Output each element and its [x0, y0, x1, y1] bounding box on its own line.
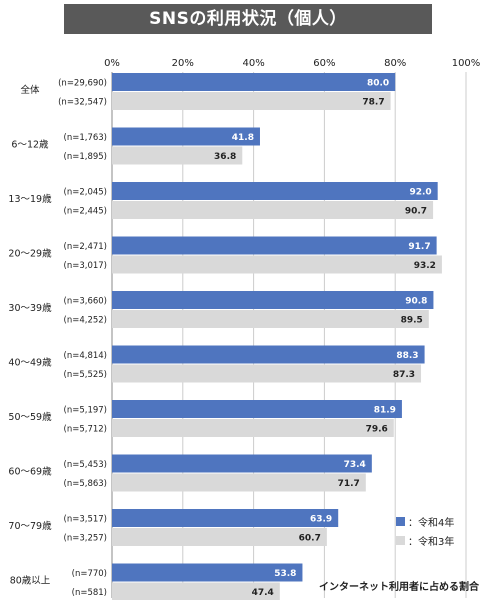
legend-item-r4: ：令和4年 [396, 512, 454, 531]
n-label: (n=581) [72, 588, 107, 598]
x-tick-label: 40% [242, 58, 264, 69]
bar [112, 454, 372, 473]
x-tick-label: 100% [452, 58, 481, 69]
n-label: (n=1,895) [64, 152, 107, 162]
chart-title: SNSの利用状況（個人） [149, 9, 347, 29]
bar [112, 127, 260, 146]
bar [112, 509, 339, 527]
value-label: 87.3 [393, 370, 415, 380]
x-tick-label: 80% [384, 58, 406, 69]
value-label: 78.7 [362, 98, 384, 108]
x-tick-label: 0% [104, 58, 120, 69]
value-label: 91.7 [408, 242, 430, 252]
bar [112, 92, 391, 110]
legend-swatch-r3 [396, 536, 405, 545]
value-label: 90.7 [405, 207, 427, 217]
legend: ：令和4年 ：令和3年 [396, 512, 454, 550]
bar [112, 291, 434, 309]
n-label: (n=770) [72, 569, 107, 579]
bar [112, 400, 402, 418]
value-label: 73.4 [344, 460, 366, 470]
legend-item-r3: ：令和3年 [396, 531, 454, 550]
bar [112, 146, 243, 165]
n-label: (n=3,660) [64, 297, 107, 307]
value-label: 81.9 [374, 406, 396, 416]
bar [112, 582, 280, 600]
category-label: 30～39歳 [8, 302, 52, 314]
n-label: (n=5,525) [64, 370, 107, 380]
bar [112, 255, 442, 274]
category-label: 13～19歳 [8, 193, 52, 205]
bar [112, 182, 438, 200]
n-label: (n=5,197) [64, 406, 107, 416]
legend-label-r4: ：令和4年 [408, 518, 455, 529]
bar [112, 236, 437, 255]
value-label: 90.8 [405, 297, 427, 307]
value-label: 93.2 [414, 261, 436, 271]
bar [112, 364, 422, 383]
legend-swatch-r4 [396, 517, 405, 526]
value-label: 53.8 [274, 569, 296, 579]
category-label: 60～69歳 [8, 466, 52, 478]
value-label: 80.0 [367, 79, 389, 89]
n-label: (n=5,712) [64, 425, 107, 435]
bar [112, 345, 425, 364]
bar [112, 473, 366, 492]
n-label: (n=5,453) [64, 460, 107, 470]
n-label: (n=2,045) [64, 188, 107, 198]
category-label: 50～59歳 [8, 411, 52, 423]
x-tick-label: 20% [172, 58, 194, 69]
value-label: 63.9 [310, 515, 332, 525]
legend-label-r3: ：令和3年 [408, 537, 455, 548]
n-label: (n=3,517) [64, 515, 107, 525]
category-label: 70～79歳 [8, 520, 52, 532]
value-label: 41.8 [232, 133, 254, 143]
bar [112, 528, 327, 546]
category-label: 80歳以上 [10, 575, 51, 587]
bar [112, 201, 434, 219]
bar [112, 310, 429, 328]
x-tick-label: 60% [313, 58, 335, 69]
n-label: (n=29,690) [58, 79, 107, 89]
value-label: 79.6 [366, 425, 388, 435]
category-label: 20～29歳 [8, 248, 52, 260]
title-band [64, 4, 432, 34]
n-label: (n=32,547) [58, 98, 107, 108]
value-label: 88.3 [396, 351, 418, 361]
category-label: 40～49歳 [8, 357, 52, 369]
n-label: (n=4,814) [64, 351, 107, 361]
value-label: 47.4 [252, 588, 274, 598]
category-label: 6～12歳 [11, 139, 49, 151]
n-label: (n=2,471) [64, 242, 107, 252]
bar [112, 419, 394, 437]
value-label: 71.7 [338, 479, 360, 489]
n-label: (n=3,257) [64, 534, 107, 544]
value-label: 36.8 [214, 152, 236, 162]
n-label: (n=5,863) [64, 479, 107, 489]
chart-note: インターネット利用者に占める割合 [319, 582, 479, 593]
n-label: (n=2,445) [64, 207, 107, 217]
n-label: (n=4,252) [64, 316, 107, 326]
value-label: 89.5 [401, 316, 423, 326]
n-label: (n=1,763) [64, 133, 107, 143]
bar [112, 563, 303, 582]
n-label: (n=3,017) [64, 261, 107, 271]
bar [112, 73, 396, 91]
value-label: 60.7 [299, 534, 321, 544]
value-label: 92.0 [409, 188, 431, 198]
category-label: 全体 [20, 84, 40, 96]
